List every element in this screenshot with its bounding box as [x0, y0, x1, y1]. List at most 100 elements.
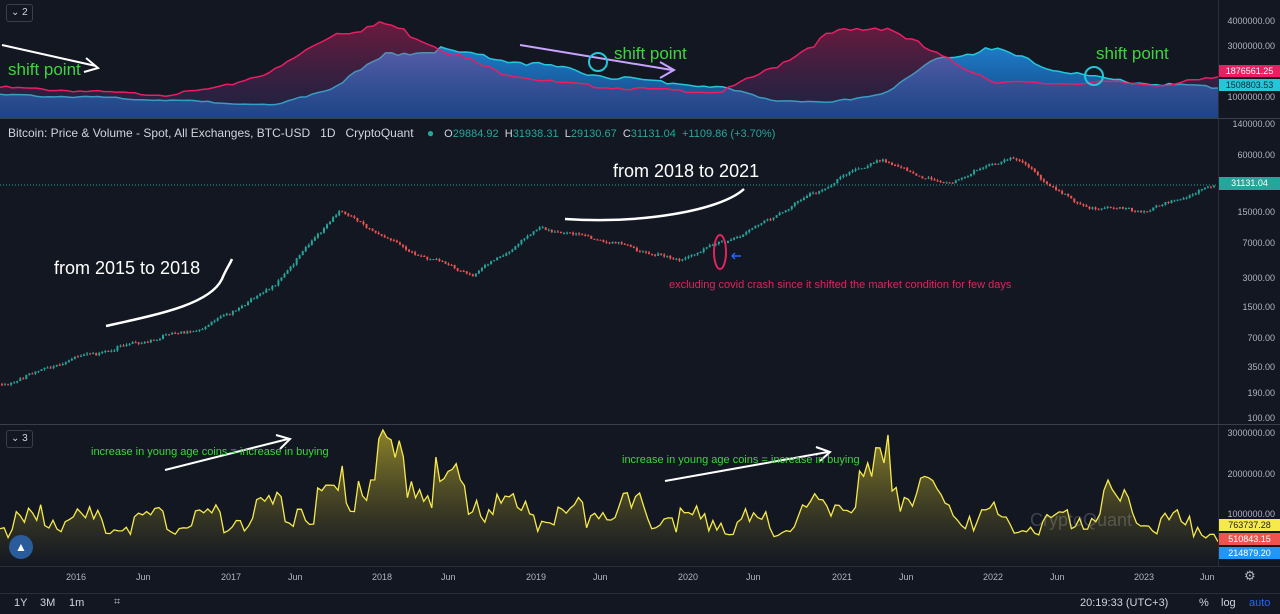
candle-body [957, 179, 960, 181]
candle-body [234, 310, 237, 312]
candle-body [654, 254, 657, 256]
candle-body [405, 246, 407, 250]
candle-body [593, 238, 596, 240]
clock-time[interactable]: 20:19:33 (UTC+3) [1080, 597, 1169, 609]
candle-body [1, 384, 3, 386]
top-pane-toggle[interactable]: ⌄ 2 [6, 4, 33, 22]
candle-body [216, 318, 219, 321]
candle-body [559, 231, 562, 234]
candle-body [720, 241, 723, 243]
cryptoquant-logo-icon[interactable]: ▲ [9, 535, 33, 559]
candle-body [705, 247, 708, 249]
candle-body [335, 215, 338, 218]
candle-body [398, 242, 401, 245]
candle-body [25, 374, 28, 380]
candle-body [298, 255, 301, 259]
candle-body [562, 233, 565, 235]
pane-separator[interactable] [0, 424, 1280, 425]
candle-body [155, 340, 158, 342]
main-price-axis[interactable]: 140000.00 60000.00 15000.00 7000.00 3000… [1218, 119, 1280, 424]
candle-body [499, 256, 502, 258]
time-axis[interactable] [0, 566, 1280, 594]
candle-body [626, 244, 629, 246]
candle-body [225, 313, 228, 316]
candle-body [107, 351, 110, 353]
auto-toggle[interactable]: auto [1249, 597, 1271, 609]
candle-body [681, 259, 684, 261]
candle-body [1015, 158, 1018, 160]
candle-body [960, 177, 963, 180]
main-legend: Bitcoin: Price & Volume - Spot, All Exch… [8, 126, 775, 140]
candle-body [821, 190, 824, 192]
candle-body [1006, 159, 1009, 161]
candle-body [146, 342, 149, 344]
bottom-toolbar [0, 593, 1280, 614]
top-blue-price-tag: 1508803.53 [1219, 79, 1280, 91]
date-range-icon[interactable]: ⌗ [114, 596, 121, 608]
candle-body [614, 241, 617, 244]
candle-body [386, 237, 389, 239]
candle-body [165, 334, 168, 336]
bottom-yellow-tag: 763737.28 [1219, 519, 1280, 531]
chart-interval[interactable]: 1D [320, 126, 336, 140]
percent-toggle[interactable]: % [1199, 597, 1209, 609]
bottom-pane [0, 425, 1218, 566]
range-1m-button[interactable]: 1m [69, 597, 85, 609]
main-tick: 15000.00 [1237, 207, 1275, 217]
candle-body [186, 331, 189, 334]
arrow-line [1, 44, 97, 67]
x-tick: 2018 [372, 572, 393, 582]
candle-body [73, 356, 76, 359]
main-tick: 7000.00 [1242, 238, 1275, 248]
candle-body [933, 179, 936, 181]
candle-body [1033, 168, 1036, 172]
candle-body [13, 382, 16, 384]
pane-separator[interactable] [0, 118, 1280, 119]
candle-body [168, 334, 171, 336]
candle-body [541, 227, 544, 229]
top-price-axis[interactable]: 4000000.00 3000000.00 1000000.00 [1218, 0, 1280, 118]
candle-body [204, 326, 207, 330]
bottom-pane-toggle[interactable]: ⌄ 3 [6, 430, 33, 448]
candle-body [565, 232, 568, 234]
candle-body [827, 187, 830, 189]
range-1y-button[interactable]: 1Y [14, 597, 28, 609]
candle-body [52, 366, 55, 368]
candle-body [474, 273, 477, 277]
candle-body [1130, 207, 1133, 212]
candle-body [250, 298, 253, 303]
candle-body [280, 277, 283, 281]
candle-body [310, 240, 313, 245]
candle-body [477, 270, 480, 274]
candle-body [1109, 206, 1112, 208]
candle-body [1106, 206, 1109, 208]
candle-body [1070, 195, 1073, 199]
main-tick: 190.00 [1247, 388, 1275, 398]
candle-body [793, 202, 796, 206]
candle-body [128, 343, 131, 345]
candle-body [447, 263, 450, 265]
candle-body [684, 257, 687, 260]
candle-body [341, 211, 344, 213]
red-area-series-line [0, 20, 1218, 97]
bottom-pane-plot [0, 428, 1218, 566]
candle-body [1052, 186, 1055, 188]
candle-body [4, 384, 7, 386]
bottom-red-tag: 510843.15 [1219, 533, 1280, 545]
candle-body [930, 177, 933, 180]
young-coins-annotation-2: increase in young age coins = increase i… [622, 454, 860, 466]
candle-body [711, 244, 714, 246]
log-toggle[interactable]: log [1221, 597, 1236, 609]
candle-body [915, 173, 918, 176]
candle-body [799, 200, 802, 202]
candle-body [487, 264, 490, 266]
top-pane [0, 0, 1218, 118]
x-tick: Jun [1200, 572, 1215, 582]
candle-body [903, 167, 906, 169]
settings-gear-icon[interactable]: ⚙ [1244, 568, 1256, 583]
candle-body [897, 165, 900, 167]
candle-body [465, 271, 468, 274]
range-3m-button[interactable]: 3M [40, 597, 56, 609]
x-tick: 2022 [983, 572, 1004, 582]
candle-body [535, 229, 538, 232]
